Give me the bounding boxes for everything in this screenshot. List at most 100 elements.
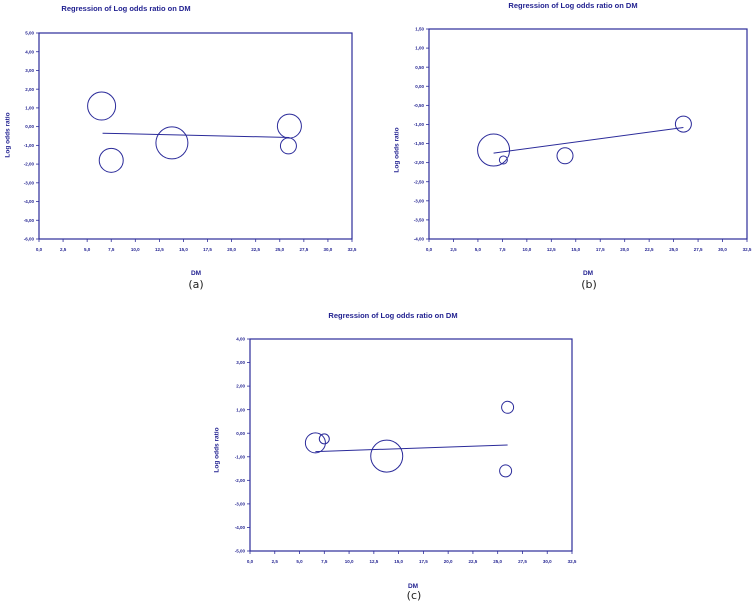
y-tick-label: 3,00: [236, 360, 245, 365]
y-tick-label: -1,00: [414, 122, 425, 127]
x-axis-label: DM: [407, 583, 419, 590]
plot-frame: [249, 338, 573, 552]
chart-title: Regression of Log odds ratio on DM: [61, 4, 191, 13]
y-tick-label: -3,50: [414, 218, 425, 223]
y-tick-label: 0,00: [236, 431, 245, 436]
x-tick-label: 0,0: [247, 559, 254, 564]
y-tick-label: -3,00: [24, 180, 35, 185]
x-tick-label: 30,0: [718, 247, 727, 252]
y-tick-label: -1,00: [24, 143, 35, 148]
data-point-bubble: [279, 137, 297, 155]
figure-caption: (c): [406, 589, 422, 602]
y-tick-label: -4,00: [24, 199, 35, 204]
y-tick-label: 3,00: [25, 68, 34, 73]
y-tick-label: -5,00: [24, 218, 35, 223]
y-tick-label: 1,00: [236, 407, 245, 412]
x-tick-label: 5,0: [84, 247, 91, 252]
x-axis-label: DM: [190, 270, 202, 277]
regression-line: [315, 444, 508, 453]
x-tick-label: 2,5: [60, 247, 67, 252]
x-tick-label: 0,0: [36, 247, 43, 252]
x-tick-label: 30,0: [324, 247, 333, 252]
x-tick-label: 15,0: [394, 559, 403, 564]
x-tick-label: 25,0: [275, 247, 284, 252]
y-tick-label: 2,00: [25, 87, 34, 92]
x-tick-label: 7,5: [108, 247, 115, 252]
figure-caption: (a): [188, 278, 204, 291]
x-tick-label: 5,0: [296, 559, 303, 564]
x-tick-label: 20,0: [444, 559, 453, 564]
x-tick-label: 22,5: [645, 247, 654, 252]
y-tick-label: 2,00: [236, 384, 245, 389]
x-tick-label: 22,5: [469, 559, 478, 564]
x-tick-label: 27,5: [518, 559, 527, 564]
y-tick-label: 0,00: [415, 84, 424, 89]
plot-frame: [428, 28, 748, 240]
figure-caption: (b): [581, 278, 597, 291]
data-point-bubble: [499, 464, 513, 478]
x-tick-label: 32,5: [743, 247, 752, 252]
data-point-bubble: [98, 147, 124, 173]
x-tick-label: 7,5: [321, 559, 328, 564]
x-tick-label: 32,5: [568, 559, 577, 564]
y-tick-label: -3,00: [414, 198, 425, 203]
x-tick-label: 10,0: [131, 247, 140, 252]
y-tick-label: 0,00: [25, 124, 34, 129]
y-tick-label: -2,00: [235, 478, 246, 483]
data-point-bubble: [674, 115, 692, 133]
x-tick-label: 12,5: [547, 247, 556, 252]
y-tick-label: -6,00: [24, 237, 35, 242]
y-tick-label: -4,00: [235, 525, 246, 530]
data-point-bubble: [501, 400, 515, 414]
x-tick-label: 12,5: [155, 247, 164, 252]
y-tick-label: -0,50: [414, 103, 425, 108]
x-tick-label: 25,0: [669, 247, 678, 252]
data-point-bubble: [477, 133, 511, 167]
y-tick-label: -2,50: [414, 179, 425, 184]
x-tick-label: 20,0: [227, 247, 236, 252]
data-point-bubble: [155, 126, 189, 160]
y-axis-label: Log odds ratio: [213, 427, 221, 473]
y-tick-label: -4,00: [414, 237, 425, 242]
x-tick-label: 0,0: [426, 247, 433, 252]
y-tick-label: -3,00: [235, 501, 246, 506]
regression-line: [493, 127, 684, 154]
chart-title: Regression of Log odds ratio on DM: [508, 1, 638, 10]
x-tick-label: 15,0: [179, 247, 188, 252]
x-tick-label: 27,5: [694, 247, 703, 252]
regression-line: [102, 132, 290, 138]
x-tick-label: 17,5: [596, 247, 605, 252]
chart-title: Regression of Log odds ratio on DM: [328, 311, 458, 320]
data-point-bubble: [498, 155, 508, 165]
plot-frame: [38, 32, 353, 240]
x-tick-label: 15,0: [571, 247, 580, 252]
y-tick-label: -2,00: [24, 162, 35, 167]
chart-plot-b: 1,50 1,00 0,50 0,00 -0,50 -1,00 -1,50 -2,00 -2,5…: [414, 27, 752, 252]
x-tick-label: 5,0: [475, 247, 482, 252]
data-point-bubble: [556, 147, 574, 165]
x-tick-label: 25,0: [493, 559, 502, 564]
x-tick-label: 32,5: [348, 247, 357, 252]
x-tick-label: 17,5: [419, 559, 428, 564]
x-tick-label: 10,0: [522, 247, 531, 252]
x-tick-label: 2,5: [450, 247, 457, 252]
chart-plot-a: 5,00 4,00 3,00 2,00 1,00 0,00 -1,00 -2,00 -3,00 -…: [24, 31, 357, 252]
x-tick-label: 20,0: [620, 247, 629, 252]
x-tick-label: 12,5: [369, 559, 378, 564]
y-tick-label: -1,50: [414, 141, 425, 146]
x-tick-label: 22,5: [251, 247, 260, 252]
x-tick-label: 2,5: [272, 559, 279, 564]
x-tick-label: 10,0: [345, 559, 354, 564]
data-point-bubble: [318, 433, 330, 445]
data-point-bubble: [87, 91, 117, 121]
data-point-bubble: [304, 432, 326, 454]
x-tick-label: 17,5: [203, 247, 212, 252]
y-tick-label: -1,00: [235, 454, 246, 459]
y-tick-label: -2,00: [414, 160, 425, 165]
y-tick-label: 4,00: [25, 49, 34, 54]
y-tick-label: 4,00: [236, 337, 245, 342]
x-axis-label: DM: [582, 270, 594, 277]
y-tick-label: 1,00: [415, 46, 424, 51]
x-tick-label: 7,5: [499, 247, 506, 252]
y-tick-label: 5,00: [25, 31, 34, 36]
